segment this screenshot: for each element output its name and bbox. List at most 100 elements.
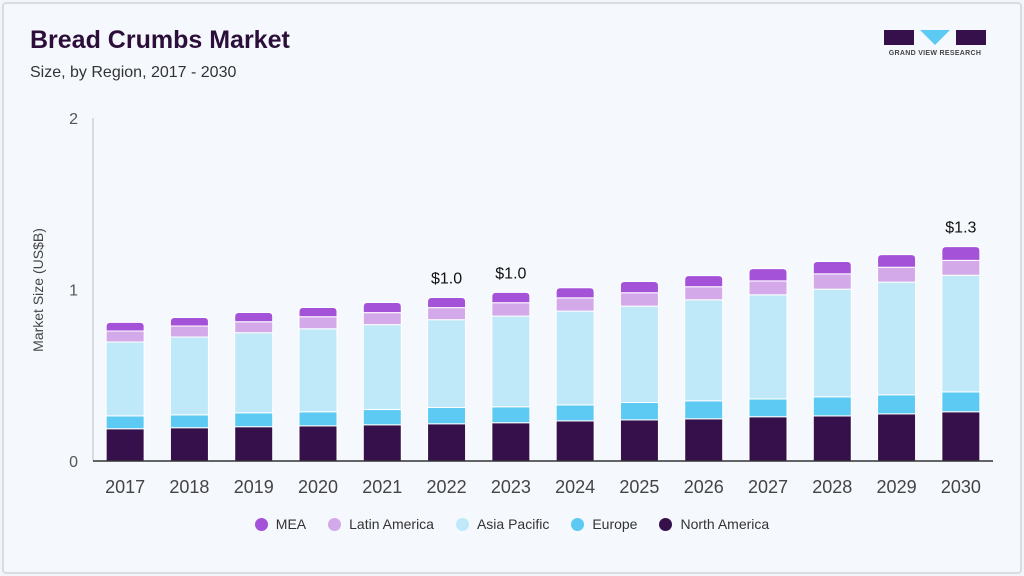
legend-label: Asia Pacific: [476, 516, 550, 532]
legend-swatch: [328, 517, 342, 531]
bar-segment-latin-america: [812, 273, 852, 290]
x-tick-label: 2028: [812, 477, 852, 497]
bar-segment-asia-pacific: [684, 299, 724, 402]
bar-segment-mea: [748, 268, 788, 282]
bar-segment-north-america: [427, 423, 467, 462]
bar-segment-latin-america: [105, 330, 145, 343]
x-tick-label: 2026: [684, 477, 724, 497]
bar-segment-europe: [555, 404, 595, 422]
bar-segment-north-america: [234, 426, 274, 462]
bar-segment-mea: [555, 287, 595, 299]
legend-label: Europe: [592, 516, 638, 532]
bar-segment-latin-america: [748, 280, 788, 296]
bar-segment-north-america: [941, 411, 981, 462]
bar-segment-asia-pacific: [362, 324, 402, 411]
bar-segment-latin-america: [427, 307, 467, 321]
bar-segment-europe: [877, 394, 917, 415]
bar-segment-north-america: [684, 418, 724, 462]
bar-segment-latin-america: [234, 321, 274, 334]
bar-segment-asia-pacific: [491, 315, 531, 408]
bar-segment-latin-america: [491, 302, 531, 317]
legend-item: Asia Pacific: [455, 516, 550, 532]
bar-segment-europe: [298, 411, 338, 427]
bar-segment-europe: [619, 402, 659, 421]
bar-segment-latin-america: [555, 297, 595, 312]
bar-segment-north-america: [491, 422, 531, 462]
bar-segment-asia-pacific: [234, 332, 274, 414]
x-tick-label: 2027: [748, 477, 788, 497]
legend-item: Latin America: [328, 516, 434, 532]
legend-item: North America: [659, 516, 769, 532]
x-tick-label: 2029: [877, 477, 917, 497]
legend-label: MEA: [275, 516, 307, 532]
bar-segment-europe: [748, 398, 788, 418]
bar-segment-latin-america: [684, 286, 724, 301]
x-tick-label: 2020: [298, 477, 338, 497]
bar-segment-europe: [491, 406, 531, 424]
bar-segment-asia-pacific: [105, 341, 145, 417]
legend-swatch: [455, 517, 469, 531]
bar-segment-north-america: [105, 428, 145, 462]
x-tick-label: 2022: [427, 477, 467, 497]
data-label: $1.0: [431, 271, 462, 288]
bar-segment-mea: [619, 280, 659, 294]
legend-label: North America: [680, 516, 770, 532]
bar-segment-mea: [941, 246, 981, 261]
bar-segment-europe: [169, 414, 209, 429]
x-tick-label: 2024: [555, 477, 595, 497]
x-tick-label: 2030: [941, 477, 981, 497]
x-tick-label: 2021: [362, 477, 402, 497]
y-axis-label: Market Size (US$B): [30, 228, 46, 352]
bar-segment-north-america: [169, 427, 209, 462]
bar-segment-latin-america: [877, 266, 917, 283]
grand-view-research-logo: GRAND VIEW RESEARCH: [884, 28, 986, 62]
logo-text: GRAND VIEW RESEARCH: [888, 50, 982, 57]
bar-segment-north-america: [555, 420, 595, 462]
bar-segment-north-america: [812, 415, 852, 462]
bar-segment-asia-pacific: [941, 274, 981, 393]
bar-segment-europe: [362, 409, 402, 426]
bar-segment-asia-pacific: [619, 305, 659, 404]
bar-segment-asia-pacific: [427, 319, 467, 408]
legend: MEA Latin America Asia Pacific Europe North …: [0, 516, 1024, 532]
bar-segment-north-america: [362, 424, 402, 462]
chart-title: Bread Crumbs Market: [30, 26, 290, 54]
bar-segment-europe: [941, 391, 981, 413]
bar-segment-latin-america: [298, 316, 338, 330]
x-tick-label: 2018: [169, 477, 209, 497]
bar-segment-latin-america: [941, 259, 981, 276]
bar-segment-mea: [684, 275, 724, 288]
bar-segment-mea: [427, 297, 467, 309]
data-label: $1.0: [495, 265, 526, 282]
bar-segment-asia-pacific: [748, 294, 788, 400]
bar-segment-europe: [234, 412, 274, 428]
y-tick-label: 2: [69, 111, 78, 128]
bar-segment-asia-pacific: [298, 328, 338, 413]
bar-segment-asia-pacific: [169, 336, 209, 416]
bar-segment-latin-america: [619, 292, 659, 307]
y-tick-label: 1: [69, 283, 78, 300]
bar-segment-north-america: [298, 425, 338, 462]
bar-segment-latin-america: [362, 312, 402, 326]
bar-segment-mea: [105, 321, 145, 332]
x-tick-label: 2023: [491, 477, 531, 497]
bar-segment-europe: [105, 415, 145, 430]
legend-swatch: [659, 517, 673, 531]
bar-segment-north-america: [619, 419, 659, 462]
legend-swatch: [254, 517, 268, 531]
bar-segment-mea: [234, 311, 274, 323]
legend-item: MEA: [254, 516, 307, 532]
x-tick-label: 2017: [105, 477, 145, 497]
y-tick-label: 0: [69, 454, 78, 471]
bar-segment-mea: [169, 316, 209, 327]
legend-swatch: [571, 517, 585, 531]
data-label: $1.3: [945, 220, 976, 237]
bar-segment-mea: [298, 307, 338, 318]
bar-segment-europe: [427, 406, 467, 425]
chart-subtitle: Size, by Region, 2017 - 2030: [30, 64, 237, 81]
bar-segment-europe: [812, 396, 852, 417]
bar-segment-latin-america: [169, 325, 209, 338]
legend-label: Latin America: [349, 516, 434, 532]
